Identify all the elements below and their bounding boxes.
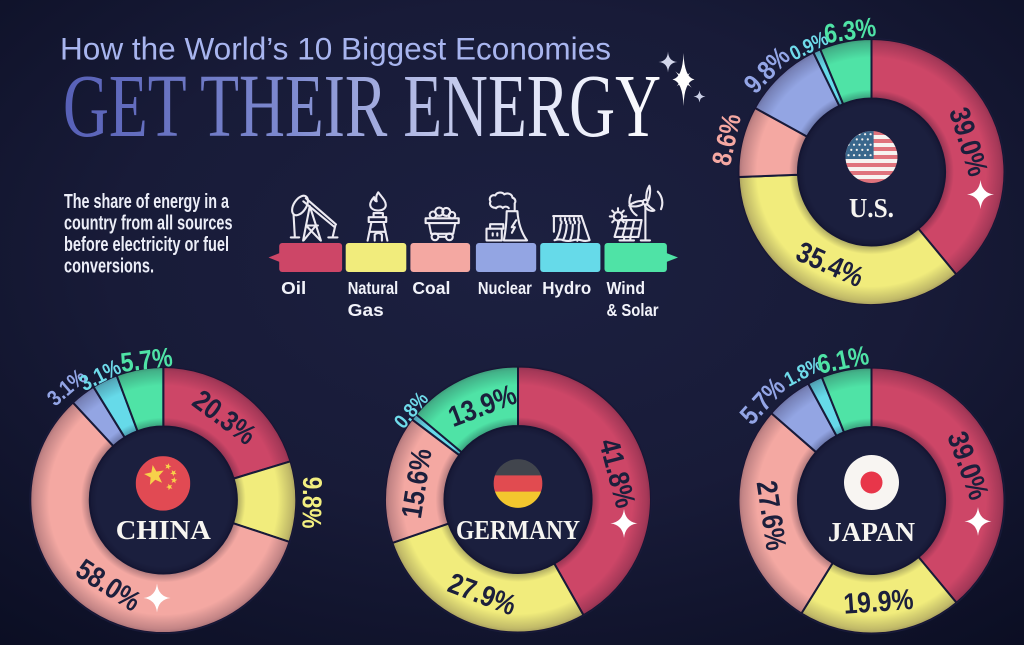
svg-text:9.8%: 9.8% <box>296 476 327 529</box>
svg-text:U.S.: U.S. <box>849 193 894 223</box>
svg-text:GERMANY: GERMANY <box>456 515 580 545</box>
svg-text:before electricity or fuel: before electricity or fuel <box>64 234 229 256</box>
svg-text:Gas: Gas <box>348 300 384 320</box>
svg-text:GET THEIR ENERGY: GET THEIR ENERGY <box>63 57 661 156</box>
svg-text:How the World’s 10 Biggest Eco: How the World’s 10 Biggest Economies <box>60 31 611 67</box>
svg-text:Coal: Coal <box>412 278 450 298</box>
svg-text:country from all sources: country from all sources <box>64 213 233 235</box>
svg-text:Oil: Oil <box>281 278 306 298</box>
svg-text:Wind: Wind <box>607 278 646 298</box>
svg-text:& Solar: & Solar <box>607 300 659 320</box>
svg-text:Hydro: Hydro <box>542 278 591 298</box>
svg-text:conversions.: conversions. <box>64 256 154 278</box>
svg-text:CHINA: CHINA <box>116 515 212 545</box>
svg-text:JAPAN: JAPAN <box>828 517 916 547</box>
svg-text:19.9%: 19.9% <box>842 584 914 621</box>
svg-text:Natural: Natural <box>348 278 399 298</box>
svg-text:The share of energy in a: The share of energy in a <box>64 191 230 213</box>
svg-text:Nuclear: Nuclear <box>478 278 532 298</box>
svg-text:5.7%: 5.7% <box>119 342 174 378</box>
